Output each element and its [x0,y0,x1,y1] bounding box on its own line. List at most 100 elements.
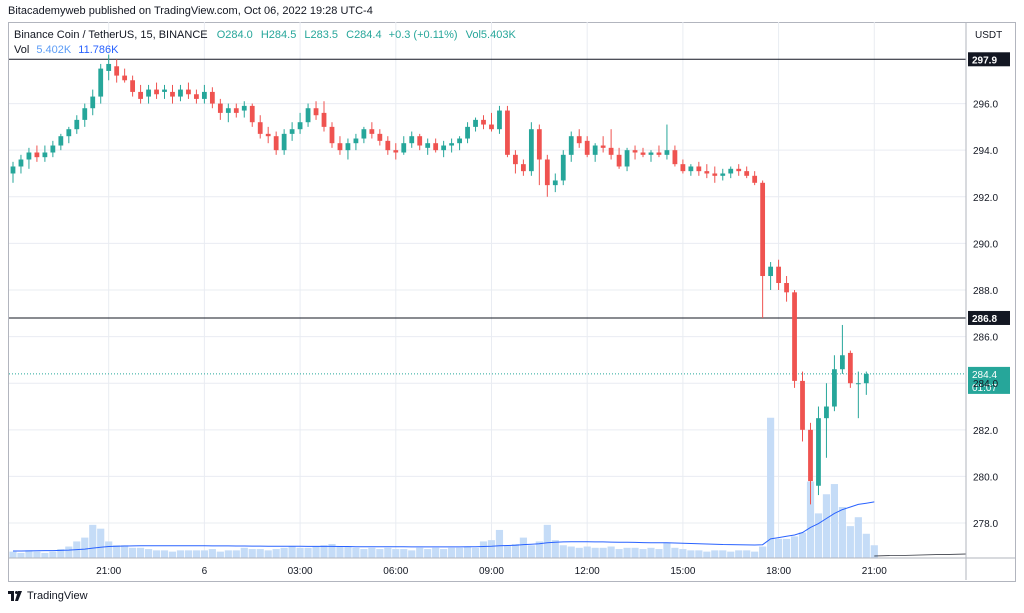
volume-bar [224,550,232,558]
volume-bar [463,546,472,558]
volume-bar [208,549,216,558]
candle-body [249,105,255,123]
candle-body [114,66,120,76]
open-value: O284.0 [216,29,253,41]
candle-body [680,164,686,172]
y-tick-label: 290.0 [973,239,998,250]
candle-body [441,145,447,151]
symbol-name: Binance Coin / TetherUS, 15, BINANCE [14,29,208,41]
volume-bar [328,543,336,558]
volume-bar [679,549,687,558]
volume-bar [264,550,272,558]
candle-body [50,145,56,153]
y-tick-label: 294.0 [973,146,998,157]
volume-bar [25,550,33,558]
volume-bar [711,550,719,558]
candle-body [385,140,391,151]
candle-body [568,136,574,155]
candle-body [409,136,415,144]
candle-body [106,63,112,71]
candle-body [600,145,606,148]
volume-bar [527,545,535,558]
candle-body [321,112,327,127]
volume-bar [81,537,89,558]
volume-bar [782,538,791,558]
volume-bar [416,547,424,558]
candle-body [154,89,159,95]
candle-body [513,154,518,165]
candle-body [122,75,128,81]
volume-bar [511,543,520,558]
candle-body [624,150,630,167]
volume-bar [567,546,575,558]
volume-bar [615,549,623,558]
volume-bar [129,547,137,558]
x-tick-label: 09:00 [479,566,504,577]
candle-body [305,108,311,123]
volume-bar [727,551,735,558]
candle-body [560,154,566,181]
volume-bar [695,550,703,558]
candles [10,54,869,505]
candle-body [170,91,175,97]
volume-bar [176,550,185,558]
volume-bar [759,546,767,558]
volume-bar [599,547,607,558]
candle-body [361,129,367,139]
candle-body [839,355,845,370]
volume-bar [647,547,655,558]
volume-bar [184,550,193,558]
volume-bar [105,541,113,558]
volume-bar [448,547,456,558]
volume-bar [288,546,296,558]
candle-body [863,373,869,384]
volume-bar [232,550,240,558]
level-lines: 297.9 286.8 284.4 01:07 [9,52,1010,394]
candle-body [273,136,279,151]
volume-bar [384,547,392,558]
volume-bar [344,546,352,558]
candle-body [58,136,64,146]
x-tick-label: 03:00 [288,566,313,577]
volume-bar [735,550,743,558]
candle-body [473,119,478,127]
volume-bar [49,551,57,558]
volume-bar [400,549,408,558]
volume-bar [200,550,208,558]
candle-body [353,138,359,144]
volume-bar [408,550,416,558]
candle-body [552,180,558,186]
candle-body [768,266,774,277]
volume-bar [790,536,799,558]
volume-bar [121,545,129,558]
volume-bar [216,551,224,558]
volume-bar [368,547,376,558]
volume-bar [806,481,815,558]
candle-body [130,80,136,92]
x-tick-label: 06:00 [383,566,408,577]
candle-body [672,150,678,165]
volume-bar [57,549,65,558]
volume-bar [495,529,504,558]
candle-body [584,140,590,155]
volume-bar [830,484,839,558]
candle-body [194,94,199,99]
candle-body [497,110,502,130]
volume-bar [471,547,480,558]
candle-body [632,150,638,153]
y-tick-label: 286.0 [973,333,998,344]
candle-body [10,166,16,174]
low-value: L283.5 [304,29,339,41]
volume-bar [479,541,488,558]
volume-bar [583,546,591,558]
volume-bar [814,513,823,558]
candle-body [18,159,24,167]
candle-body [824,406,829,419]
volume-bar [304,547,312,558]
volume-bar [703,551,711,558]
candle-body [34,152,40,158]
volume-bar [862,533,870,558]
candle-body [186,89,191,95]
candle-body [345,143,351,151]
